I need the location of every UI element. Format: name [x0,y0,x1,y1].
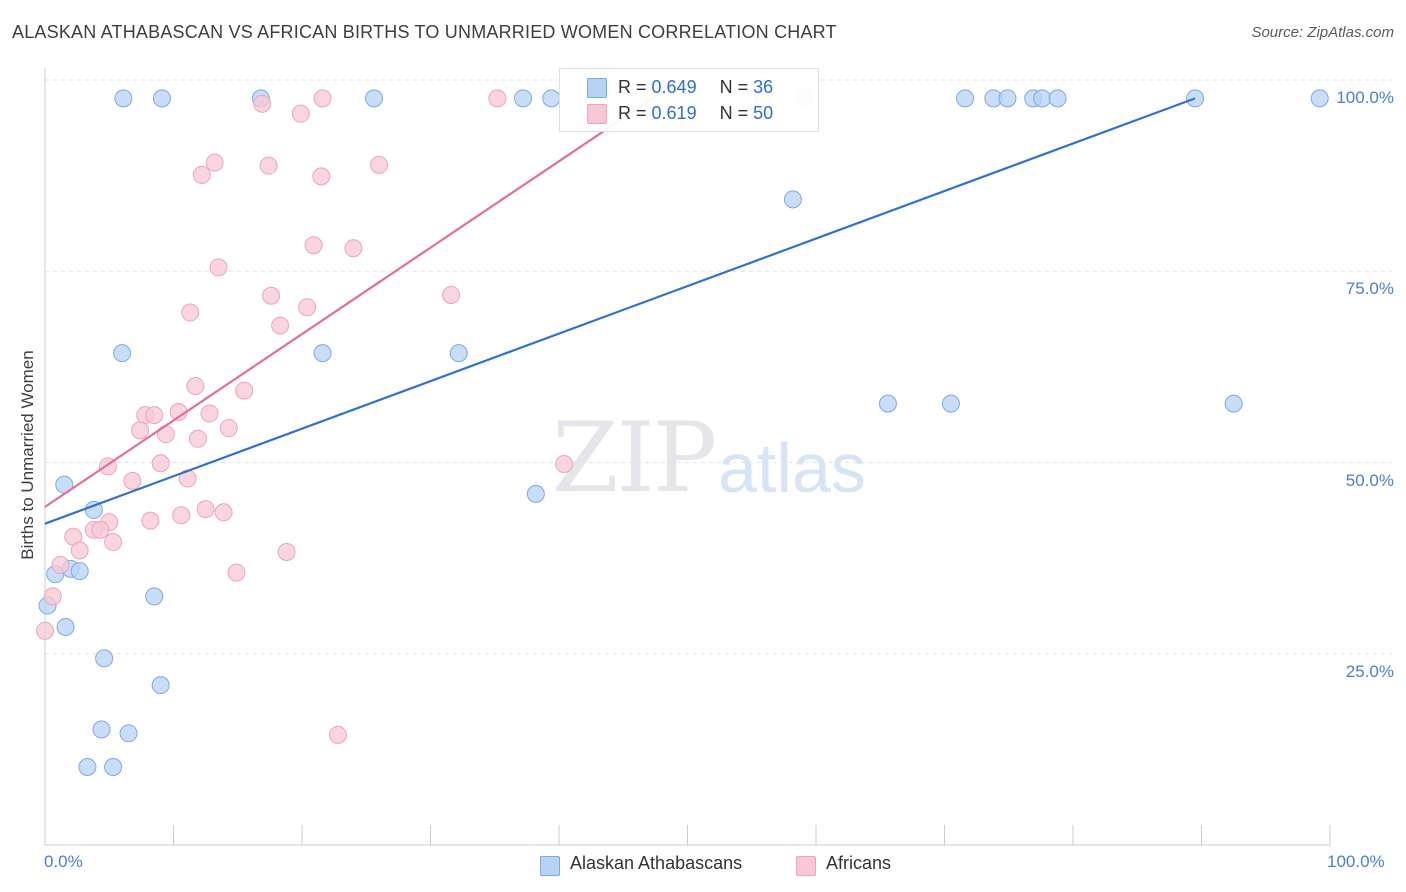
athabascan-point [113,344,132,363]
athabascan-point [1033,89,1052,108]
africans-point [145,406,164,425]
chart-title: ALASKAN ATHABASCAN VS AFRICAN BIRTHS TO … [12,22,837,42]
bottom-legend-swatch-africans [796,856,816,876]
athabascan-point [152,89,171,108]
africans-point [186,377,205,395]
africans-point [253,94,272,113]
r-value-athabascan: 0.649 [651,77,697,97]
y-tick-label: 25.0% [1345,661,1394,681]
athabascan-point [1310,89,1329,108]
x-tick-label-max: 100.0% [1327,852,1385,871]
bottom-legend-swatch-athabascan [540,856,560,876]
stats-legend: R = 0.649 N = 36 R = 0.619 N = 50 [559,68,819,132]
africans-point [328,725,347,744]
africans-point [151,454,170,473]
africans-point [344,239,363,258]
chart-source: Source: ZipAtlas.com [1251,24,1394,41]
x-tick-label-min: 0.0% [44,852,83,871]
africans-point [442,285,461,304]
athabascan-point [119,724,138,743]
athabascan-point [92,720,111,739]
r-label: R = [618,103,647,123]
africans-point [141,511,160,530]
athabascan-point [1048,89,1067,108]
africans-point [312,167,331,186]
africans-point [70,541,89,560]
africans-trend-line [44,79,681,508]
athabascan-point [526,484,545,503]
africans-point [172,506,191,525]
r-value-africans: 0.619 [651,103,697,123]
africans-point [219,419,238,438]
athabascan-point [514,89,533,108]
africans-point [36,621,54,640]
athabascan-point [1224,394,1243,413]
africans-point [262,286,281,305]
africans-point [304,236,323,255]
africans-point [200,404,219,423]
n-value-africans: 50 [753,103,774,123]
africans-point [104,533,123,552]
athabascan-point [114,89,133,108]
legend-swatch-athabascan [587,78,607,98]
athabascan-point [449,344,468,363]
y-tick-label: 75.0% [1345,279,1394,299]
athabascan-point [878,394,897,413]
legend-row-africans: R = 0.619 N = 50 [618,103,773,124]
legend-row-athabascan: R = 0.649 N = 36 [618,77,773,98]
bottom-legend-africans: Africans [826,853,892,873]
africans-point [298,298,317,317]
africans-point [51,556,70,575]
athabascan-point [313,344,332,363]
africans-point [188,429,207,448]
athabascan-point [542,89,561,108]
watermark-atlas: atlas [718,429,866,507]
legend-swatch-africans [587,104,607,124]
africans-point [181,303,200,322]
athabascan-trend-line [44,97,1196,525]
africans-point [214,503,233,522]
athabascan-point [95,649,114,668]
africans-point [227,563,246,582]
africans-point [291,104,310,123]
n-label: N = [719,103,749,123]
africans-point [209,258,228,277]
africans-point [123,471,142,490]
africans-point [205,153,224,172]
n-value-athabascan: 36 [753,77,774,97]
watermark-zip: ZIP [552,402,717,514]
athabascan-point [145,587,164,606]
africans-point [196,500,215,519]
y-tick-label: 100.0% [1336,88,1394,107]
africans-point [271,316,290,335]
n-label: N = [719,77,749,97]
africans-point [91,520,110,539]
athabascan-point [783,190,802,209]
athabascan-point [104,757,123,776]
y-tick-label: 50.0% [1345,470,1394,490]
africans-point [313,89,332,108]
africans-point [192,165,211,184]
africans-point [277,543,296,562]
africans-point [370,155,389,174]
athabascan-point [998,89,1017,108]
athabascan-point [364,89,383,108]
athabascan-point [941,394,960,413]
africans-point [235,381,254,400]
africans-point [555,455,574,474]
africans-point [156,425,175,444]
africans-point [131,421,150,440]
athabascan-point [56,617,75,636]
athabascan-point [78,757,97,776]
africans-point [259,156,278,175]
athabascan-point [151,676,170,695]
bottom-legend-athabascan: Alaskan Athabascans [570,853,743,873]
athabascan-point [956,89,975,108]
athabascan-point [70,562,89,581]
africans-point [488,89,507,108]
africans-point [43,587,62,606]
r-label: R = [618,77,647,97]
